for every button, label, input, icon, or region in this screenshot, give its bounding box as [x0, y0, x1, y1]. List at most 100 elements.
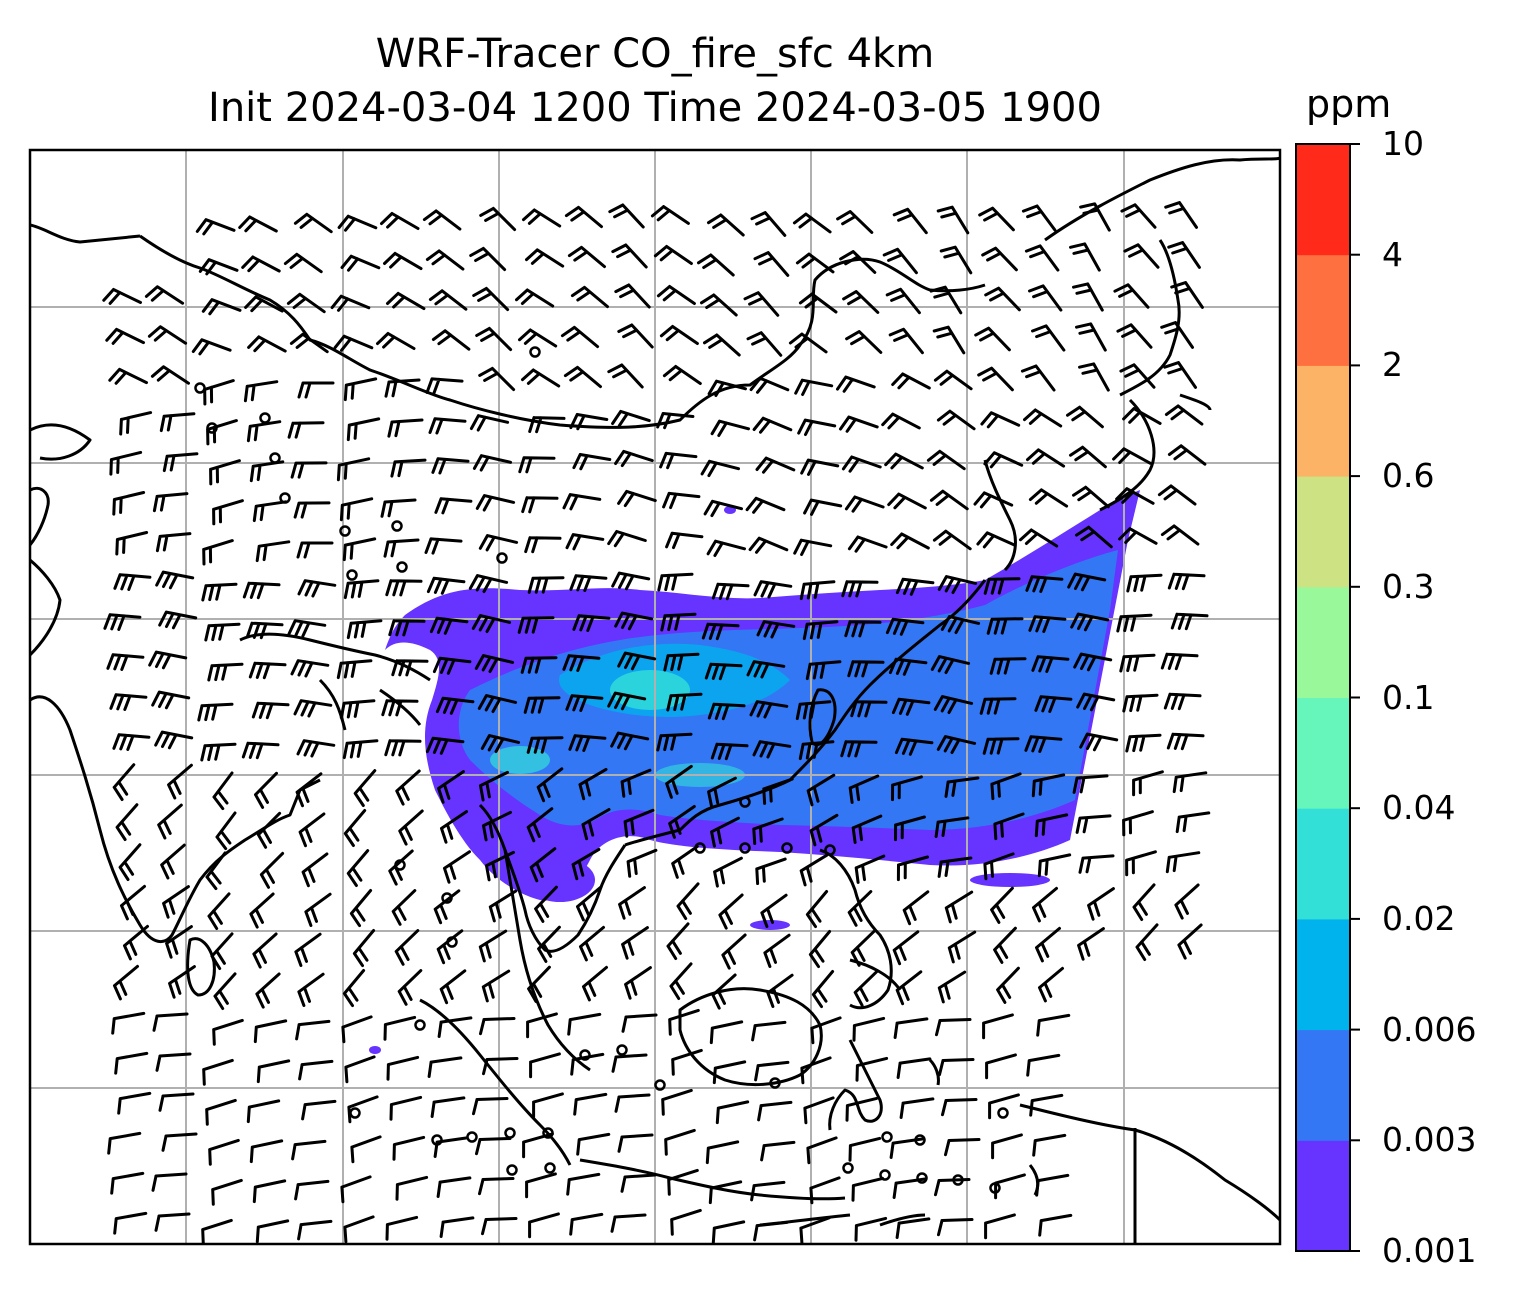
wind-barb — [570, 285, 609, 309]
wind-barb — [528, 416, 566, 434]
wind-barbs — [102, 201, 1211, 1244]
wind-barb — [1025, 575, 1064, 593]
russia-east-coast — [1044, 156, 1280, 397]
wind-barb — [1125, 733, 1162, 753]
wind-barb — [662, 365, 702, 385]
wind-barb — [119, 411, 153, 436]
wind-barb — [386, 291, 426, 311]
wind-barb — [978, 206, 1015, 232]
wind-barb — [848, 774, 880, 804]
wind-barb — [567, 1012, 602, 1036]
wind-barb — [611, 571, 651, 591]
wind-barb — [810, 1016, 842, 1045]
wind-barb — [1119, 653, 1156, 673]
wind-barb — [563, 365, 602, 389]
wind-barb — [936, 735, 977, 754]
wind-barb — [569, 413, 609, 431]
wind-barb — [748, 536, 789, 554]
wind-barb — [721, 933, 747, 970]
colorbar-segment — [1296, 1029, 1350, 1141]
wind-barb — [657, 572, 694, 592]
wind-barb — [205, 851, 227, 891]
wind-barb — [529, 847, 557, 883]
wind-barb — [1167, 572, 1206, 591]
wind-barb — [380, 212, 420, 230]
wind-barb — [206, 419, 238, 446]
wind-barb — [611, 409, 651, 428]
wind-barb — [929, 285, 963, 315]
wind-barb — [1122, 810, 1154, 837]
wind-barb — [711, 582, 750, 601]
wind-barb — [668, 1008, 700, 1036]
wind-barb — [1079, 732, 1119, 752]
wind-barb — [710, 816, 740, 848]
wind-barb — [529, 1052, 561, 1079]
wind-barb — [845, 1096, 879, 1122]
calm-wind-circle — [396, 561, 408, 573]
calm-wind-circle — [529, 346, 541, 358]
wind-barb — [806, 1136, 838, 1165]
wind-barb — [933, 369, 973, 391]
wind-barb — [341, 1015, 373, 1044]
wind-barb — [704, 662, 743, 681]
wind-barb — [981, 246, 1018, 272]
wind-barb — [756, 620, 796, 639]
wind-barb — [715, 1100, 750, 1125]
wind-barb — [475, 1137, 512, 1156]
wind-barb — [294, 1179, 330, 1201]
wind-barb — [659, 451, 698, 470]
wind-barb — [617, 651, 657, 671]
wind-barb — [478, 1177, 515, 1196]
plot-title-line-2: Init 2024-03-04 1200 Time 2024-03-05 190… — [208, 85, 1102, 131]
wind-barb — [842, 290, 880, 314]
wind-barb — [571, 847, 601, 881]
wind-barb — [899, 1097, 935, 1119]
wind-barb — [578, 767, 608, 801]
wind-barb — [895, 1217, 931, 1239]
colorbar-tick-label: 2 — [1382, 345, 1403, 385]
wind-barb — [660, 612, 697, 632]
wind-barb — [110, 1171, 145, 1195]
wind-barb — [304, 892, 332, 927]
wind-barb — [259, 851, 285, 889]
wind-barb — [711, 973, 737, 1010]
wind-barb — [200, 742, 237, 762]
wind-barb — [988, 1093, 1020, 1120]
wind-barb — [936, 409, 976, 431]
wind-barb — [891, 775, 923, 802]
wind-barb — [150, 365, 190, 385]
wind-barb — [621, 1013, 658, 1033]
wind-barb — [847, 890, 873, 927]
wind-barb — [391, 659, 429, 677]
wind-barb — [113, 1211, 148, 1235]
wind-barb — [383, 538, 420, 558]
wind-barb — [515, 288, 555, 308]
wind-barb — [1113, 283, 1150, 309]
wind-barb — [617, 1133, 654, 1153]
wind-barb — [700, 459, 740, 478]
wind-barb — [656, 732, 693, 752]
wind-barb — [1034, 813, 1069, 838]
wind-barb — [800, 458, 840, 476]
wind-barb — [896, 855, 929, 882]
wind-barb — [844, 620, 882, 638]
wind-barb — [607, 691, 647, 711]
wind-barb — [944, 1138, 981, 1157]
wind-barb — [1029, 1093, 1064, 1117]
wind-barb — [743, 291, 780, 317]
wind-barb — [296, 541, 334, 559]
colorbar-unit-label: ppm — [1306, 82, 1392, 126]
wind-barb — [433, 889, 461, 925]
wind-barb — [532, 1092, 564, 1119]
wind-barb — [852, 1016, 886, 1042]
wind-barb — [428, 289, 468, 311]
calm-wind-circle — [194, 382, 206, 394]
wind-barb — [854, 1216, 888, 1242]
wind-barb — [390, 458, 427, 478]
wind-barb — [1024, 244, 1060, 272]
wind-barb — [885, 287, 921, 315]
wind-barb — [431, 329, 471, 351]
wind-barb — [525, 248, 565, 268]
wind-barb — [1174, 883, 1200, 920]
